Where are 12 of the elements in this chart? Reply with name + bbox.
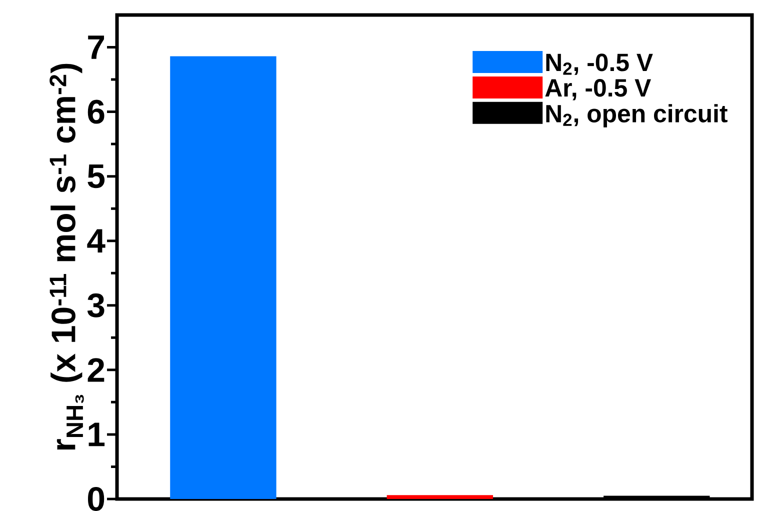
legend-label: N$_{2}$, open circuit xyxy=(546,104,728,128)
text: r$_{NH₃}$ (x 10$^{-11}$ mol s$^{-1}$ cm$^{-2}$) xyxy=(50,64,84,450)
y-tick-label: 0 xyxy=(88,486,104,511)
y-tick-label: 4 xyxy=(87,229,106,253)
y-tick-label: 6 xyxy=(88,100,104,124)
y-tick-label: 7 xyxy=(88,36,104,59)
legend-label: Ar, -0.5 V xyxy=(545,79,651,100)
y-tick-label: 3 xyxy=(87,293,104,318)
y-tick-label: 2 xyxy=(88,358,104,382)
legend-label: N$_{2}$, -0.5 V xyxy=(546,54,653,75)
y-tick-label: 5 xyxy=(88,164,105,188)
y-tick-label: 1 xyxy=(88,422,105,446)
